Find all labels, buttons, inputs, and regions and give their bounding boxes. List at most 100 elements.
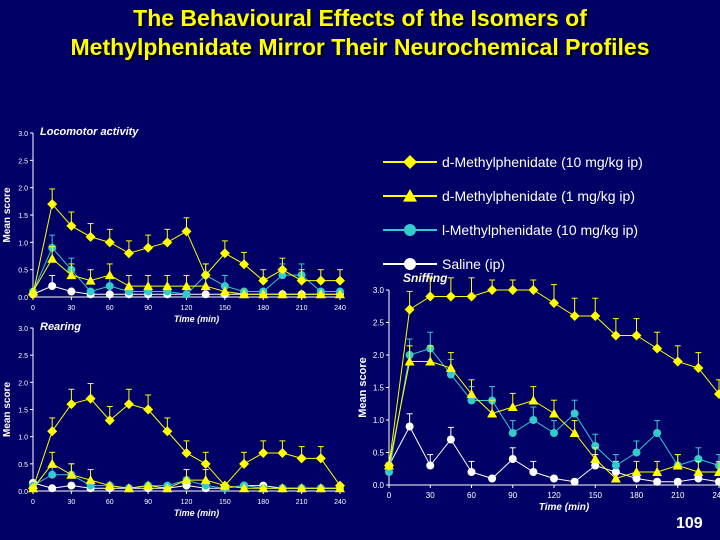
data-point [529,468,538,476]
data-point [549,298,559,308]
data-point [66,220,77,231]
x-tick-label: 90 [144,499,152,506]
data-point [404,356,415,366]
x-tick-label: 60 [467,491,476,500]
data-point [219,480,230,491]
data-point [315,289,326,299]
legend-item: l-Methylphenidate (10 mg/kg ip) [383,222,638,238]
data-point [47,458,58,468]
data-point [48,470,57,479]
data-point [47,426,58,437]
data-point [104,415,115,426]
data-point [652,467,663,476]
data-point [200,458,211,469]
data-point [714,467,720,476]
x-tick-label: 0 [31,499,35,506]
data-point [48,484,57,493]
data-point [143,404,154,415]
data-point [570,477,579,486]
panel-title: Rearing [40,321,81,333]
x-tick-label: 0 [31,305,35,312]
data-point [201,290,210,299]
data-point [693,467,704,476]
x-tick-label: 120 [547,491,561,500]
slide-title: The Behavioural Effects of the Isomers o… [0,4,720,62]
data-point [143,242,154,253]
data-point [104,237,115,248]
data-point [446,370,455,379]
x-tick-label: 60 [106,499,114,506]
x-tick-label: 0 [387,491,392,500]
x-axis-label: Time (min) [539,502,590,513]
x-tick-label: 240 [334,499,346,506]
data-point [219,286,230,296]
y-tick-label: 0.5 [18,462,28,469]
data-point [162,281,173,291]
data-point [673,477,682,486]
data-point [277,289,288,299]
data-point [66,469,77,479]
y-axis-label: Mean score [357,357,369,418]
y-tick-label: 0.0 [18,489,28,496]
chart-panel-sniffing: 0.0 0.5 1.0 1.5 2.0 2.5 3.0 0 30 60 90 120 150 180 210… [357,271,720,513]
data-point [590,454,601,463]
data-point [445,363,456,372]
y-tick-label: 2.0 [18,186,28,193]
chart-panel-rearing: 0.0 0.5 1.0 1.5 2.0 2.5 3.0 0 30 60 90 120 150 180 210… [2,321,346,518]
data-point [672,356,683,367]
data-point [405,422,414,431]
panel-title: Locomotor activity [40,126,139,138]
data-point [277,264,288,275]
y-tick-label: 1.5 [373,384,385,393]
data-point [508,429,517,437]
x-tick-label: 60 [106,305,114,312]
data-point [385,468,393,476]
legend-label: l-Methylphenidate (10 mg/kg ip) [442,222,638,238]
y-tick-label: 0.5 [18,268,28,275]
data-point [85,231,96,242]
data-point [200,270,211,281]
data-point [143,480,154,490]
y-tick-label: 1.0 [18,240,28,247]
series-line [388,289,720,466]
x-tick-label: 90 [144,305,152,312]
data-point [296,453,307,464]
data-point [315,275,326,286]
data-point [487,285,498,295]
data-point [28,289,38,300]
data-point [123,248,134,259]
legend-marker [403,155,417,169]
data-point [715,477,720,486]
data-point [550,429,558,437]
data-point [631,330,642,341]
data-point [467,396,476,405]
legend-item: d-Methylphenidate (10 mg/kg ip) [383,154,643,170]
data-point [550,474,558,483]
y-tick-label: 0.0 [373,481,385,490]
data-point [162,483,173,493]
x-tick-label: 30 [67,499,75,506]
x-tick-label: 120 [181,305,193,312]
data-point [653,477,662,486]
data-point [296,483,307,493]
data-point [672,460,683,470]
data-point [487,408,498,418]
data-point [446,435,455,444]
data-point [85,393,96,404]
x-tick-label: 210 [296,499,308,506]
data-point [569,311,580,321]
data-point [569,428,580,437]
legend-item: Saline (ip) [383,256,505,272]
data-point [528,285,539,295]
y-tick-label: 2.5 [18,353,28,360]
y-tick-label: 2.5 [18,158,28,165]
data-point [47,199,58,210]
x-tick-label: 240 [334,305,346,312]
data-point [200,475,211,485]
y-tick-label: 2.0 [18,380,28,387]
data-point [529,416,538,424]
data-point [258,275,269,286]
data-point [105,290,114,299]
x-tick-label: 150 [219,305,231,312]
